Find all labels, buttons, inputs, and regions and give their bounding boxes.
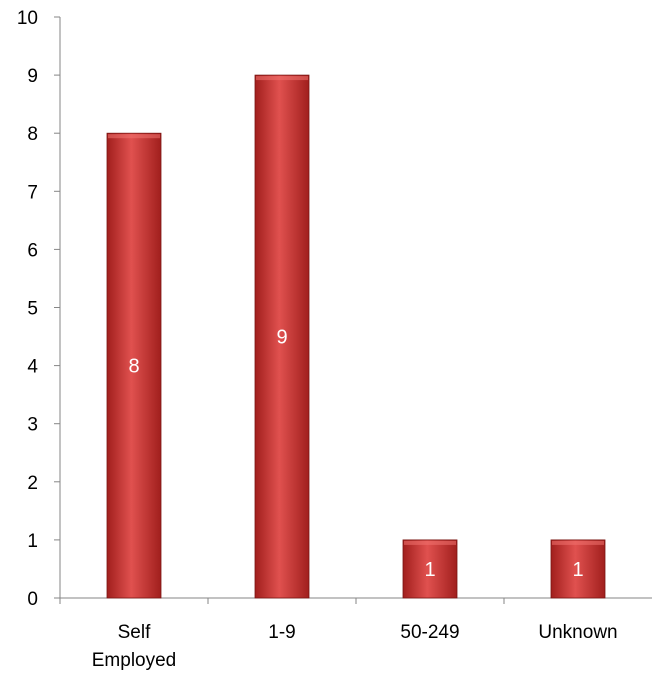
x-category-label: Self [118, 622, 151, 643]
bar-highlight [404, 541, 456, 545]
y-axis: 0 1 2 3 4 5 6 7 8 9 10 [17, 8, 60, 610]
y-tick-label: 0 [27, 589, 38, 610]
y-tick-label: 5 [27, 299, 38, 320]
bar-highlight [552, 541, 604, 545]
y-tick-label: 2 [27, 473, 38, 494]
x-category-label: 50-249 [400, 622, 459, 643]
y-tick-label: 8 [27, 124, 38, 145]
x-axis: Self Employed 1-9 50-249 Unknown [60, 598, 652, 671]
x-category-label: Employed [92, 650, 177, 671]
x-category-label: 1-9 [268, 622, 295, 643]
data-label: 8 [128, 356, 139, 378]
data-label: 1 [572, 559, 583, 581]
y-tick-label: 4 [27, 357, 38, 378]
bars [107, 75, 605, 598]
bar-highlight [256, 76, 308, 80]
bar-highlight [108, 134, 160, 138]
y-tick-label: 7 [27, 182, 38, 203]
y-tick-label: 3 [27, 415, 38, 436]
data-label: 1 [424, 559, 435, 581]
y-tick-label: 10 [17, 8, 38, 29]
data-labels: 8 9 1 1 [128, 327, 583, 581]
y-tick-label: 9 [27, 66, 38, 87]
x-category-label: Unknown [538, 622, 617, 643]
y-tick-label: 1 [27, 531, 38, 552]
data-label: 9 [276, 327, 287, 349]
y-tick-label: 6 [27, 240, 38, 261]
